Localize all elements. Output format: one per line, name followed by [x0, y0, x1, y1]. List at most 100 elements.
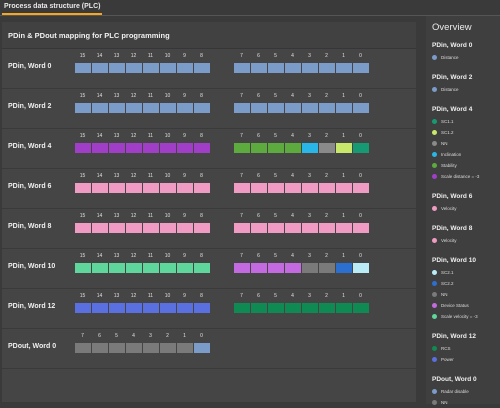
bit-cell[interactable] — [193, 143, 210, 153]
bit-cell[interactable] — [142, 343, 159, 353]
bit-cell[interactable] — [352, 63, 369, 73]
bit-cell[interactable] — [91, 103, 108, 113]
bit-cell[interactable] — [318, 303, 335, 313]
bit-cell[interactable] — [250, 223, 267, 233]
bit-cell[interactable] — [284, 143, 301, 153]
bit-cell[interactable] — [284, 223, 301, 233]
bit-cell[interactable] — [301, 143, 318, 153]
bit-cell[interactable] — [267, 103, 284, 113]
bit-cell[interactable] — [233, 303, 250, 313]
bit-cell[interactable] — [335, 303, 352, 313]
bit-cell[interactable] — [108, 343, 125, 353]
bit-cell[interactable] — [125, 143, 142, 153]
bit-cell[interactable] — [267, 303, 284, 313]
bit-cell[interactable] — [159, 183, 176, 193]
bit-cell[interactable] — [176, 223, 193, 233]
bit-cell[interactable] — [74, 263, 91, 273]
bit-cell[interactable] — [108, 143, 125, 153]
bit-cell[interactable] — [335, 63, 352, 73]
bit-cell[interactable] — [91, 223, 108, 233]
bit-cell[interactable] — [318, 223, 335, 233]
bit-cell[interactable] — [267, 263, 284, 273]
bit-cell[interactable] — [125, 303, 142, 313]
bit-cell[interactable] — [193, 343, 210, 353]
bit-cell[interactable] — [159, 63, 176, 73]
bit-cell[interactable] — [159, 143, 176, 153]
bit-cell[interactable] — [301, 183, 318, 193]
bit-cell[interactable] — [91, 183, 108, 193]
bit-cell[interactable] — [233, 103, 250, 113]
bit-cell[interactable] — [301, 103, 318, 113]
bit-cell[interactable] — [142, 103, 159, 113]
bit-cell[interactable] — [108, 103, 125, 113]
bit-cell[interactable] — [125, 63, 142, 73]
bit-cell[interactable] — [142, 63, 159, 73]
bit-cell[interactable] — [335, 183, 352, 193]
bit-cell[interactable] — [193, 223, 210, 233]
bit-cell[interactable] — [176, 343, 193, 353]
bit-cell[interactable] — [318, 263, 335, 273]
bit-cell[interactable] — [74, 143, 91, 153]
bit-cell[interactable] — [352, 263, 369, 273]
bit-cell[interactable] — [74, 63, 91, 73]
bit-cell[interactable] — [159, 303, 176, 313]
bit-cell[interactable] — [108, 223, 125, 233]
bit-cell[interactable] — [250, 63, 267, 73]
bit-cell[interactable] — [301, 263, 318, 273]
bit-cell[interactable] — [250, 263, 267, 273]
bit-cell[interactable] — [284, 103, 301, 113]
bit-cell[interactable] — [91, 303, 108, 313]
bit-cell[interactable] — [142, 223, 159, 233]
bit-cell[interactable] — [74, 223, 91, 233]
bit-cell[interactable] — [233, 183, 250, 193]
bit-cell[interactable] — [284, 183, 301, 193]
bit-cell[interactable] — [74, 303, 91, 313]
bit-cell[interactable] — [142, 263, 159, 273]
bit-cell[interactable] — [125, 103, 142, 113]
bit-cell[interactable] — [125, 343, 142, 353]
bit-cell[interactable] — [352, 143, 369, 153]
bit-cell[interactable] — [142, 303, 159, 313]
bit-cell[interactable] — [284, 63, 301, 73]
bit-cell[interactable] — [91, 343, 108, 353]
bit-cell[interactable] — [267, 223, 284, 233]
bit-cell[interactable] — [176, 63, 193, 73]
bit-cell[interactable] — [335, 263, 352, 273]
bit-cell[interactable] — [74, 103, 91, 113]
bit-cell[interactable] — [176, 183, 193, 193]
bit-cell[interactable] — [233, 263, 250, 273]
bit-cell[interactable] — [335, 143, 352, 153]
bit-cell[interactable] — [193, 63, 210, 73]
bit-cell[interactable] — [250, 103, 267, 113]
bit-cell[interactable] — [176, 263, 193, 273]
bit-cell[interactable] — [250, 303, 267, 313]
bit-cell[interactable] — [108, 63, 125, 73]
bit-cell[interactable] — [267, 63, 284, 73]
bit-cell[interactable] — [108, 263, 125, 273]
bit-cell[interactable] — [250, 143, 267, 153]
bit-cell[interactable] — [142, 143, 159, 153]
bit-cell[interactable] — [233, 63, 250, 73]
bit-cell[interactable] — [318, 143, 335, 153]
bit-cell[interactable] — [108, 303, 125, 313]
bit-cell[interactable] — [352, 223, 369, 233]
bit-cell[interactable] — [91, 63, 108, 73]
bit-cell[interactable] — [159, 263, 176, 273]
bit-cell[interactable] — [284, 303, 301, 313]
bit-cell[interactable] — [176, 103, 193, 113]
bit-cell[interactable] — [91, 263, 108, 273]
bit-cell[interactable] — [176, 303, 193, 313]
bit-cell[interactable] — [91, 143, 108, 153]
bit-cell[interactable] — [176, 143, 193, 153]
bit-cell[interactable] — [125, 183, 142, 193]
bit-cell[interactable] — [159, 103, 176, 113]
bit-cell[interactable] — [74, 343, 91, 353]
bit-cell[interactable] — [335, 223, 352, 233]
bit-cell[interactable] — [159, 343, 176, 353]
bit-cell[interactable] — [267, 183, 284, 193]
bit-cell[interactable] — [301, 63, 318, 73]
bit-cell[interactable] — [125, 223, 142, 233]
bit-cell[interactable] — [352, 103, 369, 113]
bit-cell[interactable] — [318, 183, 335, 193]
bit-cell[interactable] — [284, 263, 301, 273]
